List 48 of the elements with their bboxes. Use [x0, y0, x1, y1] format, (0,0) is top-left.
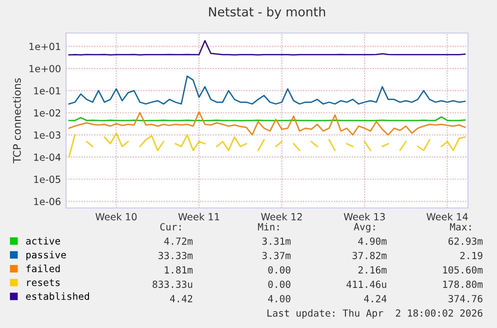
text: Max:	[450, 223, 471, 230]
text: 2.16m	[358, 266, 387, 274]
text: 4.42	[170, 294, 192, 302]
text: Avg:	[354, 223, 375, 232]
y-tick-label: 1e+00	[30, 64, 60, 72]
line-series	[68, 76, 466, 105]
text: 33.33m	[158, 252, 193, 260]
x-tick-label: Week 13	[344, 212, 385, 220]
line-series	[68, 40, 466, 56]
text: Cur:	[160, 223, 181, 230]
chart-title: Netstat - by month	[209, 6, 326, 19]
y-tick-label: 1e-03	[34, 131, 60, 139]
y-tick-label: 1e-05	[34, 176, 60, 184]
text: 3.31m	[262, 237, 291, 245]
text: 4.00	[268, 294, 290, 302]
x-tick-label: Week 14	[426, 212, 468, 220]
legend-label: established	[26, 292, 89, 300]
x-tick-label: Week 10	[96, 212, 137, 220]
line-series	[68, 111, 466, 136]
y-tick-label: 1e-06	[34, 198, 61, 206]
text: 411.46u	[346, 280, 386, 288]
text: 4.24	[364, 294, 387, 302]
text: 833.33u	[152, 280, 192, 288]
y-tick-label: 1e+01	[30, 42, 60, 50]
text: 2.19	[460, 252, 482, 260]
y-tick-label: 1e-04	[34, 154, 61, 161]
text: 3.37m	[262, 252, 291, 260]
text: 4.90m	[358, 237, 387, 245]
text: 37.82m	[352, 252, 387, 260]
text: 178.80m	[443, 280, 483, 288]
text: 1.81m	[164, 266, 193, 274]
legend-label: resets	[27, 279, 60, 286]
y-tick-label: 1e-01	[34, 87, 60, 94]
y-tick-label: 1e-02	[34, 109, 60, 117]
x-tick-label: Week 12	[261, 212, 302, 220]
text: 0.00	[268, 266, 290, 274]
text: 4.72m	[164, 237, 193, 245]
x-tick-label: Week 11	[178, 212, 220, 220]
y-axis-title: TCP connections	[12, 78, 21, 164]
legend-label: passive	[26, 250, 66, 260]
text: 62.93m	[448, 237, 483, 245]
legend-label: failed	[26, 264, 60, 272]
legend-label: active	[26, 237, 60, 245]
text: 0.00	[268, 280, 290, 288]
text: Min:	[258, 222, 279, 230]
text: 374.76	[448, 294, 482, 302]
text: 105.60m	[443, 266, 483, 274]
text: Last update: Thu Apr 2 18:00:02 2026	[267, 309, 482, 319]
